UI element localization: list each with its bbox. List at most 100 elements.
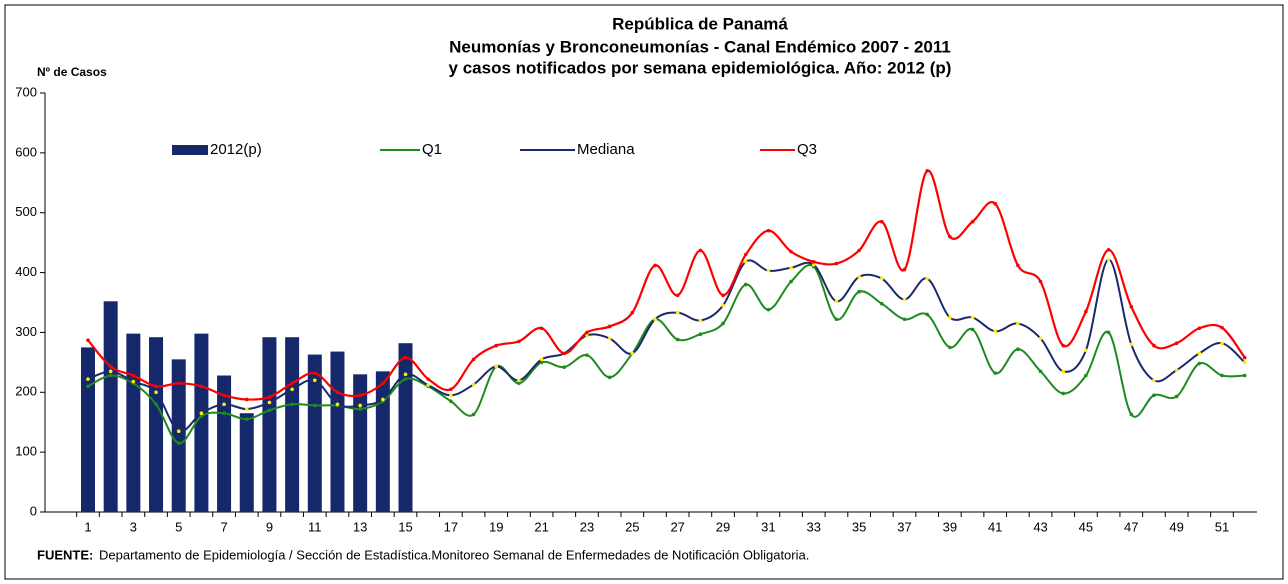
marker	[449, 399, 453, 404]
bar	[262, 337, 277, 512]
marker	[222, 411, 226, 416]
marker	[1084, 373, 1088, 378]
x-tick-label: 41	[988, 519, 1002, 534]
marker	[630, 351, 635, 356]
marker	[1129, 342, 1134, 347]
bar	[171, 359, 186, 512]
marker	[925, 276, 929, 281]
marker	[199, 384, 204, 389]
marker	[1220, 373, 1224, 378]
marker	[381, 397, 385, 402]
marker	[811, 259, 816, 264]
marker	[358, 407, 362, 411]
y-tick-label: 600	[15, 144, 37, 159]
bar	[149, 337, 164, 512]
marker	[290, 387, 294, 392]
y-tick-label: 200	[15, 384, 37, 399]
marker	[335, 390, 340, 395]
bar	[126, 333, 141, 512]
x-tick-label: 23	[580, 519, 594, 534]
marker	[698, 318, 703, 323]
marker	[539, 357, 544, 362]
x-tick-label: 25	[625, 519, 639, 534]
marker	[199, 411, 204, 416]
x-tick-label: 35	[852, 519, 866, 534]
marker	[675, 310, 680, 315]
marker	[607, 324, 612, 329]
marker	[743, 282, 748, 287]
marker	[449, 393, 453, 398]
marker	[585, 330, 589, 335]
x-tick-label: 1	[84, 519, 91, 534]
marker	[517, 381, 521, 386]
chart-title: República de Panamá	[612, 14, 788, 33]
marker	[789, 279, 793, 284]
marker	[857, 248, 861, 253]
marker	[517, 378, 521, 383]
marker	[471, 412, 476, 417]
bar	[217, 375, 232, 512]
marker	[1152, 378, 1156, 383]
marker	[244, 407, 249, 411]
marker	[449, 387, 453, 392]
marker	[948, 234, 952, 239]
marker	[970, 315, 975, 320]
marker	[857, 289, 861, 294]
legend-label: Q3	[797, 141, 817, 158]
marker	[267, 400, 272, 405]
y-axis-label: Nº de Casos	[37, 65, 107, 79]
marker	[1038, 369, 1043, 374]
marker	[653, 263, 657, 268]
legend-swatch	[172, 145, 208, 155]
marker	[1152, 343, 1156, 348]
x-tick-label: 45	[1079, 519, 1093, 534]
line	[87, 258, 1246, 433]
marker	[766, 228, 771, 233]
x-tick-label: 51	[1215, 519, 1229, 534]
marker	[176, 381, 181, 386]
source-label: FUENTE:	[37, 547, 93, 562]
marker	[1242, 355, 1247, 360]
marker	[222, 393, 226, 398]
marker	[1061, 343, 1066, 348]
marker	[1174, 368, 1179, 372]
marker	[562, 365, 567, 369]
marker	[494, 364, 499, 369]
marker	[811, 262, 816, 267]
x-tick-label: 13	[353, 519, 367, 534]
marker	[222, 402, 226, 407]
marker	[244, 397, 249, 402]
bar	[330, 351, 345, 512]
marker	[789, 265, 793, 270]
marker	[630, 310, 635, 315]
marker	[199, 414, 204, 419]
marker	[154, 390, 158, 395]
x-tick-label: 11	[308, 519, 322, 534]
marker	[517, 339, 521, 344]
marker	[993, 329, 997, 334]
x-tick-label: 27	[670, 519, 684, 534]
marker	[766, 307, 771, 312]
marker	[653, 317, 657, 322]
source: Departamento de Epidemiología / Sección …	[99, 547, 809, 562]
marker	[1038, 279, 1043, 284]
marker	[267, 408, 272, 413]
bar	[103, 301, 118, 512]
marker	[925, 169, 929, 173]
marker	[131, 373, 136, 378]
x-tick-label: 39	[943, 519, 957, 534]
marker	[721, 303, 725, 308]
x-tick-label: 19	[489, 519, 503, 534]
marker	[834, 299, 839, 304]
marker	[857, 274, 861, 279]
marker	[1106, 330, 1111, 335]
x-tick-label: 29	[716, 519, 730, 534]
marker	[403, 377, 408, 381]
marker	[313, 403, 317, 408]
marker	[721, 321, 725, 326]
marker	[970, 219, 975, 224]
marker	[1242, 373, 1247, 378]
marker	[403, 372, 408, 377]
marker	[1106, 248, 1111, 252]
marker	[86, 338, 90, 343]
